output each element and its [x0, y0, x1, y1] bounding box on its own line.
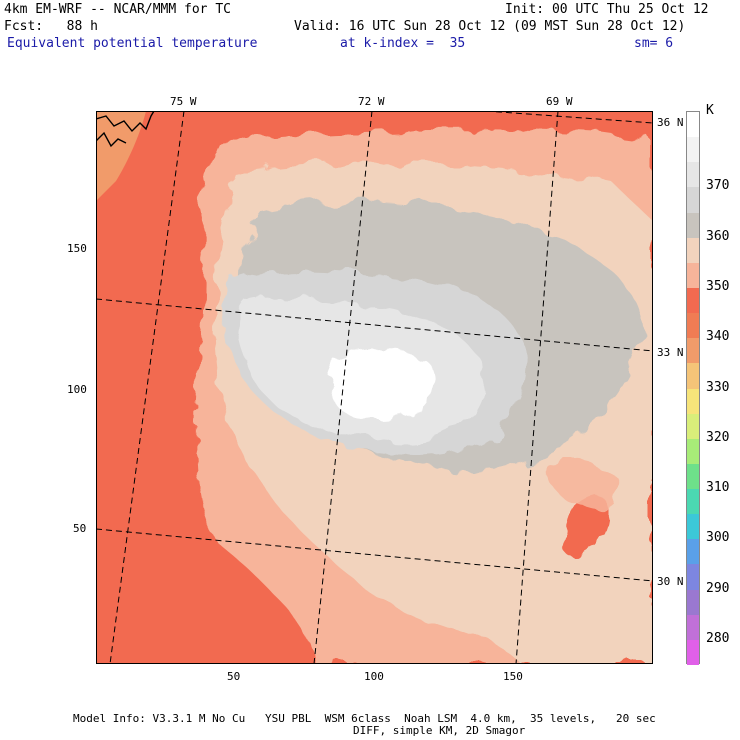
meridian-72w — [313, 111, 373, 664]
colorbar-segment — [687, 287, 699, 314]
colorbar-label: 310 — [706, 480, 730, 496]
y-tick-50: 50 — [73, 522, 87, 535]
patch-330-nw — [96, 111, 146, 201]
x-tick-100: 100 — [364, 670, 384, 683]
coastline — [96, 111, 155, 133]
model-info-line1: Model Info: V3.3.1 M No Cu YSU PBL WSM 6… — [73, 712, 656, 725]
parallel-36n — [485, 111, 653, 124]
patch-345-se — [548, 461, 621, 510]
level-info: at k-index = 35 — [340, 36, 466, 51]
colorbar-segment — [687, 262, 699, 289]
x-tick-150: 150 — [503, 670, 523, 683]
colorbar-segment — [687, 388, 699, 415]
parallel-30n — [96, 528, 653, 582]
colorbar-segment — [687, 614, 699, 641]
lat-label-33n: 33 N — [657, 346, 684, 359]
colorbar-segment — [687, 363, 699, 389]
coastline-south — [96, 131, 127, 148]
field-name: Equivalent potential temperature — [7, 36, 258, 51]
colorbar-segment — [687, 237, 699, 264]
meridian-69w — [515, 111, 559, 664]
colorbar-segment — [687, 539, 699, 565]
colorbar-label: 370 — [706, 178, 730, 194]
colorbar-segment — [687, 187, 699, 214]
parallel-33n — [96, 298, 653, 352]
colorbar-label: 280 — [706, 630, 730, 646]
smoothing-info: sm= 6 — [634, 36, 674, 51]
colorbar-label: 350 — [706, 278, 730, 294]
y-tick-100: 100 — [67, 383, 87, 396]
forecast-hour: Fcst: 88 h — [4, 19, 98, 34]
theta-e-map — [96, 111, 653, 664]
colorbar-segment — [687, 489, 699, 515]
colorbar-label: 340 — [706, 329, 730, 345]
colorbar-segment — [687, 514, 699, 540]
colorbar-segment — [687, 589, 699, 616]
model-title: 4km EM-WRF -- NCAR/MMM for TC — [4, 2, 231, 17]
colorbar-segment — [687, 413, 699, 440]
colorbar-segment — [687, 564, 699, 591]
colorbar-label: 290 — [706, 580, 730, 596]
colorbar-segment — [687, 162, 699, 188]
lon-label-69w: 69 W — [546, 95, 573, 108]
colorbar-segment — [687, 338, 699, 364]
valid-time: Valid: 16 UTC Sun 28 Oct 12 (09 MST Sun … — [294, 19, 686, 34]
colorbar-segment — [687, 313, 699, 339]
meridian-75w — [109, 111, 185, 664]
y-tick-150: 150 — [67, 242, 87, 255]
colorbar — [686, 111, 700, 666]
patch-340-se — [561, 493, 608, 557]
model-info-line2: DIFF, simple KM, 2D Smagor — [353, 724, 526, 737]
lon-label-75w: 75 W — [170, 95, 197, 108]
colorbar-segment — [687, 137, 699, 163]
colorbar-label: 360 — [706, 228, 730, 244]
band-370 — [327, 349, 434, 420]
lon-label-72w: 72 W — [358, 95, 385, 108]
colorbar-label: 330 — [706, 379, 730, 395]
lat-label-30n: 30 N — [657, 575, 684, 588]
colorbar-label: 300 — [706, 530, 730, 546]
x-tick-50: 50 — [227, 670, 241, 683]
colorbar-label: 320 — [706, 429, 730, 445]
colorbar-segment — [687, 212, 699, 239]
map-frame — [96, 111, 653, 664]
colorbar-segment — [687, 438, 699, 465]
colorbar-unit: K — [706, 103, 714, 118]
init-time: Init: 00 UTC Thu 25 Oct 12 — [505, 2, 709, 17]
colorbar-segment — [687, 463, 699, 490]
colorbar-segment — [687, 639, 699, 666]
lat-label-36n: 36 N — [657, 116, 684, 129]
colorbar-segment — [687, 112, 699, 138]
